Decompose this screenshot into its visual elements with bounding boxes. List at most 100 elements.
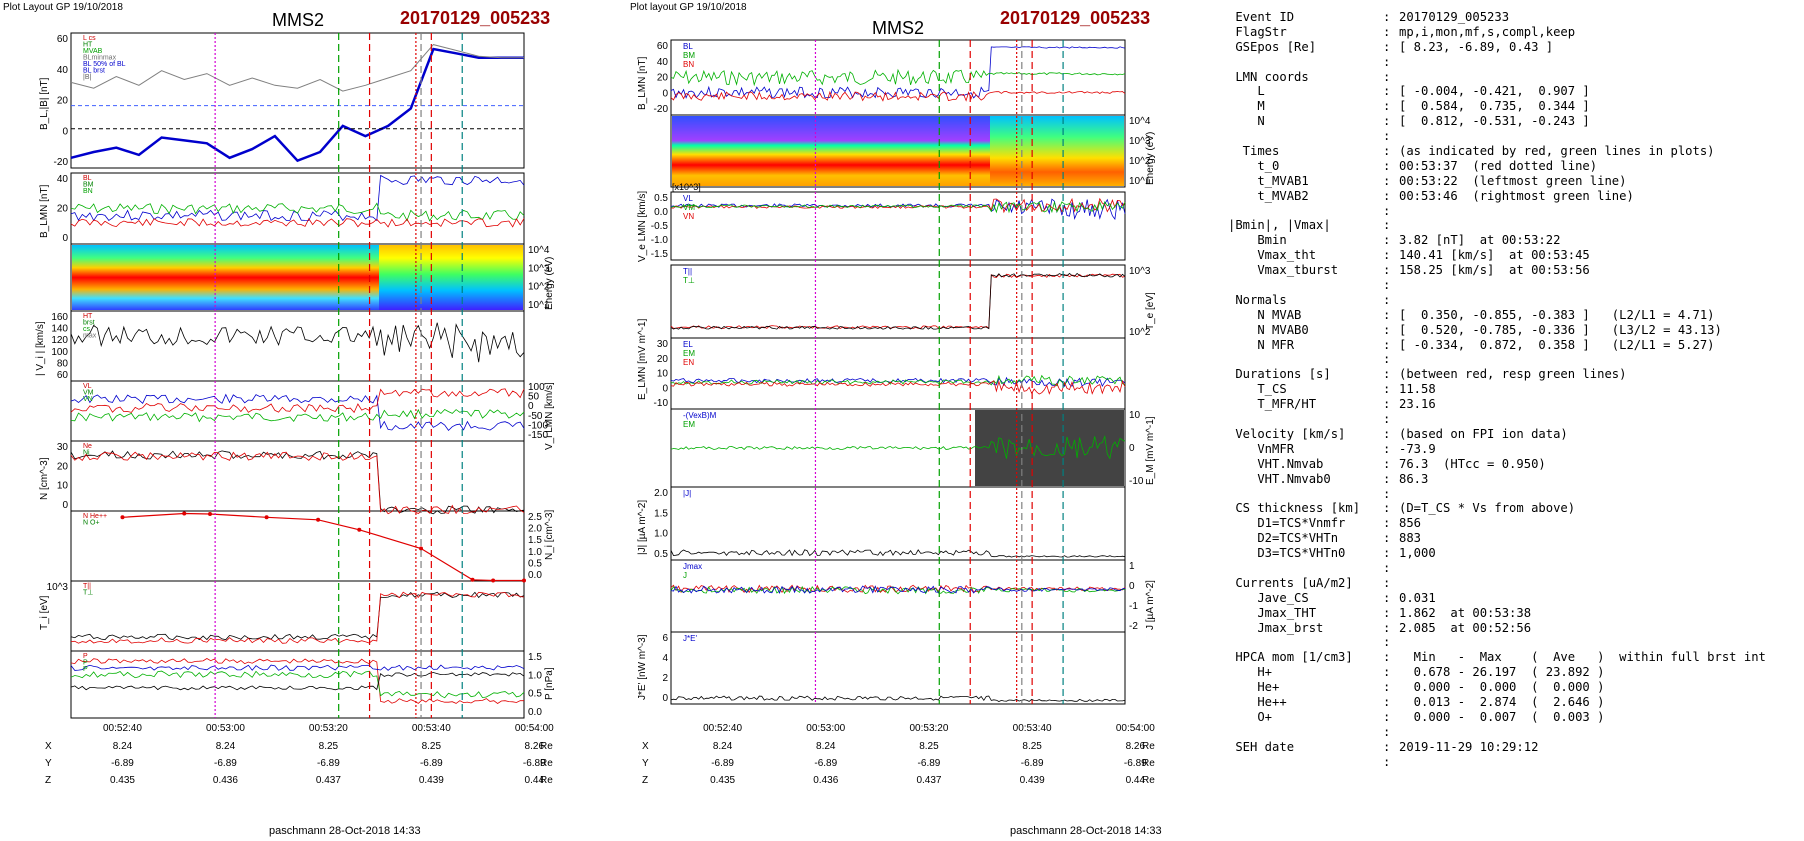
middle-legend-entry: |J|	[683, 489, 691, 498]
summary-row: VnMFR: -73.9	[1228, 442, 1798, 457]
summary-value: 140.41 [km/s] at 00:53:45	[1399, 248, 1590, 263]
left-spectrogram-pre	[72, 245, 379, 310]
left-ytick-label: 60	[57, 370, 69, 381]
left-ylabel-ti: T_i [eV]	[39, 595, 50, 630]
summary-colon: :	[1383, 278, 1398, 293]
left-plot-layout-label: Plot Layout GP 19/10/2018	[3, 2, 123, 13]
summary-value: 883	[1399, 531, 1422, 546]
summary-label: t_MVAB1	[1228, 173, 1309, 188]
left-legend-entry: N O+	[83, 520, 100, 527]
middle-trace	[670, 46, 1126, 99]
summary-label	[1228, 352, 1383, 367]
left-trace	[70, 591, 525, 641]
middle-coord-value: -6.89	[1124, 758, 1147, 769]
middle-coord-value: -6.89	[1021, 758, 1044, 769]
left-legend-entry: HT	[83, 313, 93, 320]
left-ylabel-vilmn: V_i LMN [km/s]	[544, 382, 555, 450]
summary-value: [ -0.334, 0.872, 0.358 ] (L2/L1 = 5.27)	[1399, 337, 1715, 352]
summary-colon: :	[1383, 680, 1398, 695]
summary-label	[1228, 635, 1383, 650]
summary-label: Vmax_tht	[1228, 248, 1317, 263]
left-trace	[70, 202, 525, 222]
left-ytick-label: 1.5	[528, 535, 542, 546]
summary-colon: :	[1383, 754, 1398, 769]
summary-colon: :	[1383, 144, 1398, 159]
summary-row: Jave_CS: 0.031	[1228, 591, 1798, 606]
summary-label	[1228, 55, 1383, 70]
left-ytick-label: 10^1	[528, 300, 550, 311]
middle-ytick-label: 60	[657, 41, 669, 52]
summary-colon: :	[1383, 575, 1398, 590]
left-legend-entry: VL	[83, 383, 92, 390]
middle-ylabel-em: E_M [mV m^-1]	[1145, 416, 1156, 485]
summary-colon: :	[1383, 650, 1398, 665]
left-legend-entry: P	[83, 666, 88, 673]
left-coord-unit: Re	[540, 741, 553, 752]
middle-spectrogram-post	[990, 116, 1124, 186]
summary-label: VnMFR	[1228, 441, 1295, 456]
middle-coord-label: Z	[642, 775, 648, 786]
left-ylabel-p: P [nPa]	[544, 667, 555, 700]
middle-footer: paschmann 28-Oct-2018 14:33	[1010, 825, 1162, 837]
left-legend-entry: Ne	[83, 443, 92, 450]
left-coord-value: 0.44	[525, 775, 545, 786]
left-legend-entry: VN	[83, 396, 93, 403]
summary-label: VHT.Nmvab	[1228, 456, 1324, 471]
summary-value: 00:53:22 (leftmost green line)	[1399, 173, 1627, 188]
summary-label: T_MFR/HT	[1228, 397, 1317, 412]
left-he-point	[522, 578, 526, 583]
middle-coord-value: 8.26	[1126, 741, 1146, 752]
left-event-label: 20170129_005233	[400, 8, 551, 28]
summary-label: Velocity [km/s]	[1228, 426, 1346, 441]
summary-row: He++: 0.013 - 2.874 ( 2.646 )	[1228, 695, 1798, 710]
middle-ytick-label: -10	[654, 398, 669, 409]
summary-row: LMN coords:	[1228, 70, 1798, 85]
left-legend-entry: VM	[83, 390, 94, 397]
middle-ylabel-ve: V_e LMN [km/s]	[637, 191, 648, 262]
summary-row: Vmax_tht: 140.41 [km/s] at 00:53:45	[1228, 248, 1798, 263]
middle-legend-entry: EL	[683, 340, 693, 349]
left-legend-entry: BL brst	[83, 68, 105, 75]
summary-row: :	[1228, 412, 1798, 427]
summary-value: 11.58	[1399, 382, 1436, 397]
middle-ylabel-elmn: E_LMN [mV m^-1]	[637, 318, 648, 400]
left-spacecraft-label: MMS2	[272, 10, 325, 30]
left-footer: paschmann 28-Oct-2018 14:33	[269, 825, 421, 837]
summary-label: N MFR	[1228, 337, 1295, 352]
summary-row: :	[1228, 635, 1798, 650]
event-summary: Event ID: 20170129_005233 FlagStr: mp,i,…	[1228, 10, 1798, 769]
middle-coord-value: 0.436	[813, 775, 838, 786]
left-legend-entry: BL 50% of BL	[83, 61, 126, 68]
left-ytick-label: 10^2	[528, 282, 550, 293]
left-ytick-label: 1.0	[528, 670, 542, 681]
summary-value: 0.031	[1399, 590, 1436, 605]
summary-label: He++	[1228, 694, 1287, 709]
left-ytick-label: 2.5	[528, 512, 542, 523]
summary-label: O+	[1228, 709, 1273, 724]
summary-colon: :	[1383, 456, 1398, 471]
summary-label	[1228, 129, 1383, 144]
summary-row: Normals:	[1228, 293, 1798, 308]
middle-xtick-label: 00:54:00	[1116, 723, 1155, 734]
left-trace	[70, 393, 525, 432]
left-coord-value: -6.89	[317, 758, 340, 769]
summary-colon: :	[1383, 739, 1398, 754]
left-ylabel-ni: N_i [cm^-3]	[544, 510, 555, 560]
left-coord-value: -6.89	[523, 758, 546, 769]
summary-label: D2=TCS*VHTn	[1228, 531, 1339, 546]
left-trace	[70, 672, 525, 691]
summary-label: N MVAB0	[1228, 322, 1309, 337]
left-trace	[70, 591, 525, 644]
summary-value: (as indicated by red, green lines in plo…	[1399, 144, 1715, 159]
left-ytick-label: 10^3	[528, 263, 550, 274]
middle-trace	[670, 585, 1126, 595]
left-panel-bl	[70, 32, 525, 169]
left-legend-entry: cs	[83, 326, 91, 333]
left-bl-brst-line	[70, 47, 524, 163]
summary-label: N MVAB	[1228, 307, 1302, 322]
summary-colon: :	[1383, 709, 1398, 724]
summary-colon: :	[1383, 69, 1398, 84]
left-ytick-label: -50	[528, 411, 543, 422]
